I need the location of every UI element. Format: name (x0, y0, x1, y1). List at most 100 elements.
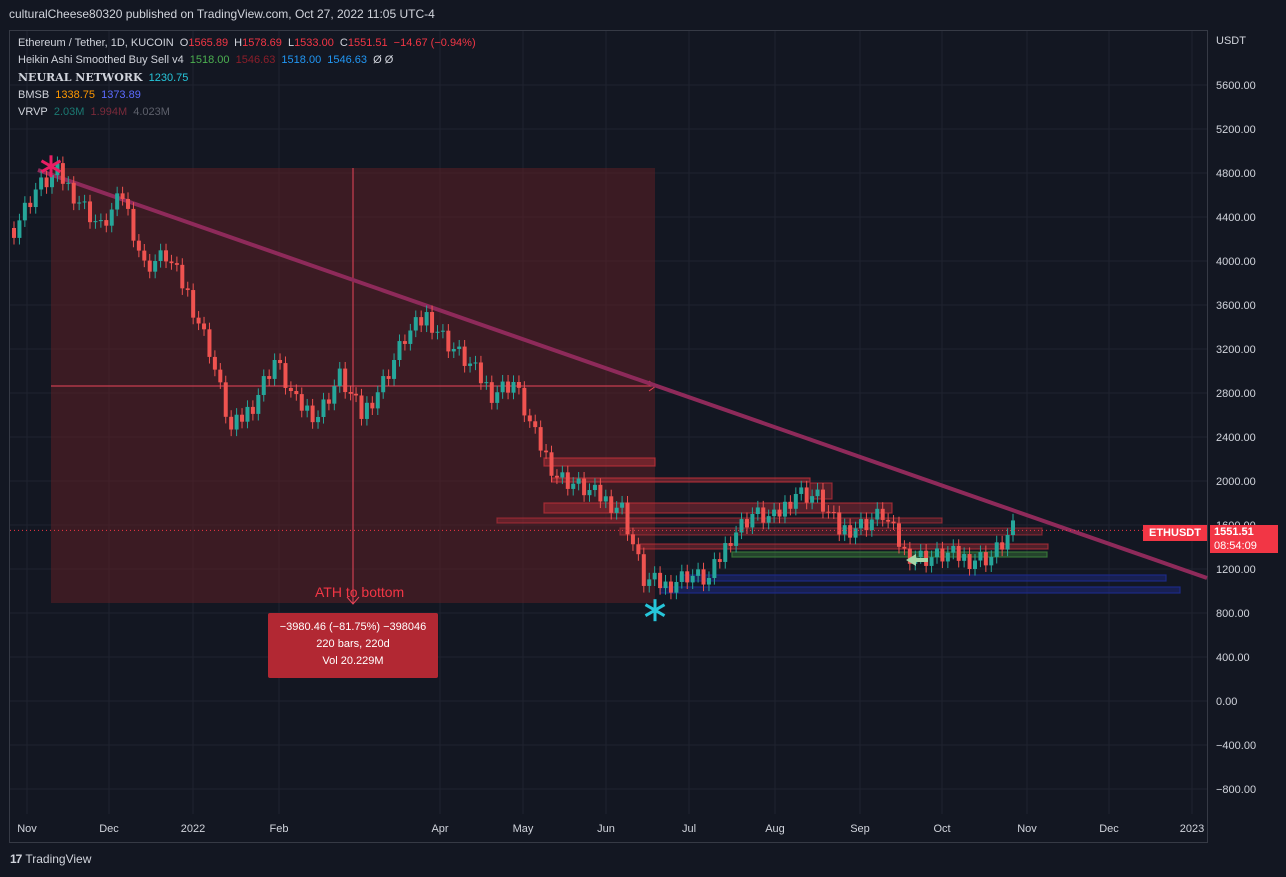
candle-body (489, 382, 494, 403)
candle-body (636, 544, 641, 555)
candle-body (587, 490, 592, 496)
candle-body (630, 534, 635, 545)
candle-body (478, 362, 483, 384)
candle-body (337, 368, 342, 387)
price-axis-tick-label: 2000.00 (1216, 476, 1256, 488)
candle-body (972, 560, 977, 569)
candle-body (234, 414, 239, 430)
candle-body (299, 394, 304, 411)
candle-body (267, 376, 272, 379)
candle-body (869, 519, 874, 531)
legend-ha-v5: Ø Ø (373, 54, 394, 66)
candle-body (17, 220, 22, 238)
candle-body (354, 393, 359, 396)
time-axis-tick-label: 2023 (1180, 823, 1204, 835)
candle-body (647, 579, 652, 586)
candle-body (397, 341, 402, 360)
descending-trendline (37, 168, 1208, 580)
candle-body (880, 508, 885, 520)
candle-body (147, 260, 152, 272)
price-axis-tick-label: 800.00 (1216, 608, 1250, 620)
symbol-price-tag: ETHUSDT (1143, 525, 1207, 541)
legend-ha-name[interactable]: Heikin Ashi Smoothed Buy Sell v4 (18, 54, 184, 66)
legend-vrvp-name[interactable]: VRVP (18, 106, 48, 118)
candle-body (934, 548, 939, 558)
candle-body (527, 415, 532, 422)
candle-body (272, 360, 277, 379)
measure-tooltip: −3980.46 (−81.75%) −398046 220 bars, 220… (268, 613, 438, 678)
resistance-zone (543, 457, 656, 467)
price-axis-tick-label: 400.00 (1216, 652, 1250, 664)
candle-body (316, 416, 321, 423)
tradingview-logo[interactable]: 17 TradingView (10, 852, 91, 866)
candle-body (858, 519, 863, 529)
candle-body (484, 382, 489, 384)
legend-c-label: C (339, 37, 348, 49)
legend-symbol[interactable]: Ethereum / Tether, 1D, KUCOIN (18, 37, 174, 49)
legend-ha-v3: 1518.00 (281, 54, 322, 66)
price-axis-tick-label: −800.00 (1216, 784, 1256, 796)
candle-body (202, 323, 207, 330)
candle-body (625, 502, 630, 535)
legend-bmsb-name[interactable]: BMSB (18, 89, 50, 101)
support-zone-blue-fill (680, 575, 1166, 581)
candle-body (674, 581, 679, 593)
candle-body (907, 548, 912, 564)
candle-body (766, 516, 771, 523)
ath-to-bottom-label[interactable]: ATH to bottom (315, 584, 405, 600)
candle-body (734, 532, 739, 546)
candle-body (837, 512, 842, 535)
candle-body (131, 208, 136, 241)
candle-body (989, 556, 994, 566)
candle-body (419, 317, 424, 326)
candle-body (39, 177, 44, 190)
candle-body (294, 391, 299, 395)
candle-body (348, 392, 353, 394)
legend-nn-name[interactable]: NEURAL NETWORK (18, 71, 143, 84)
time-axis-tick-label: Dec (1099, 823, 1119, 835)
legend-vrvp-row: VRVP 2.03M 1.994M 4.023M (18, 104, 479, 121)
resistance-zone-fill (620, 528, 1042, 535)
time-axis-tick-label: Dec (99, 823, 119, 835)
candle-body (33, 189, 38, 208)
time-axis-tick-label: Feb (270, 823, 289, 835)
legend-nn-row: NEURAL NETWORK 1230.75 (18, 69, 479, 87)
candle-body (229, 416, 234, 430)
candle-body (571, 483, 576, 489)
candle-body (180, 264, 185, 289)
candle-body (240, 414, 245, 422)
chart-frame[interactable] (9, 30, 1208, 843)
legend-ha-v1: 1518.00 (189, 54, 230, 66)
candle-body (1005, 534, 1010, 550)
candle-body (826, 511, 831, 513)
chart-legend: Ethereum / Tether, 1D, KUCOIN O1565.89 H… (18, 35, 479, 121)
candle-body (620, 502, 625, 508)
candle-body (321, 399, 326, 417)
candle-body (104, 220, 109, 226)
legend-vrvp-v2: 1.994M (90, 106, 128, 118)
candle-body (717, 559, 722, 562)
candle-body (93, 221, 98, 223)
time-axis-tick-label: Apr (431, 823, 448, 835)
published-text: culturalCheese80320 published on Trading… (9, 7, 435, 21)
candle-body (652, 572, 657, 580)
legend-ha-v4: 1546.63 (327, 54, 368, 66)
candle-body (538, 427, 543, 451)
price-axis-tick-label: 0.00 (1216, 696, 1237, 708)
price-axis-tick-label: 2400.00 (1216, 432, 1256, 444)
candle-body (576, 478, 581, 484)
legend-low: 1533.00 (294, 37, 334, 49)
candle-body (386, 376, 391, 379)
candle-body (696, 569, 701, 576)
candle-body (142, 250, 147, 261)
time-axis-tick-label: Aug (765, 823, 785, 835)
measure-line-volume: Vol 20.229M (322, 655, 384, 667)
candle-body (848, 525, 853, 538)
candle-body (750, 514, 755, 528)
legend-nn-value: 1230.75 (148, 72, 189, 84)
candle-body (88, 201, 93, 223)
legend-h-label: H (234, 37, 243, 49)
price-axis-tick-label: 3200.00 (1216, 344, 1256, 356)
candle-body (457, 346, 462, 349)
